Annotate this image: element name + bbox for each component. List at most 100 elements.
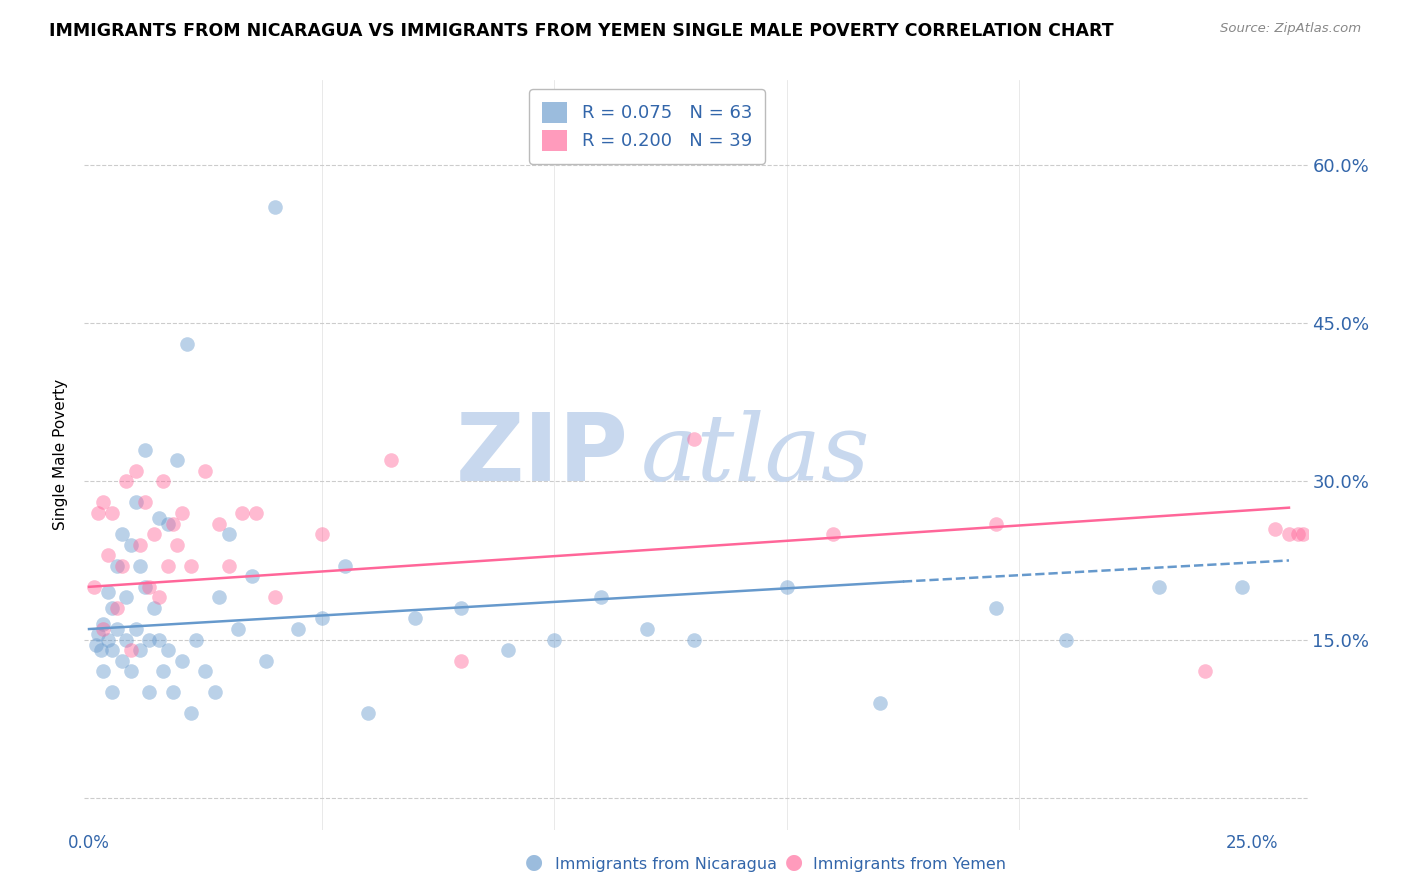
Point [129,643,152,657]
Point [450,654,472,668]
Point [1264,522,1286,536]
Text: ZIP: ZIP [456,409,628,501]
Point [311,611,333,625]
Point [134,580,156,594]
Point [115,475,138,489]
Point [110,527,132,541]
Point [110,654,132,668]
Point [97,632,120,647]
Point [101,601,124,615]
Point [129,558,152,573]
Point [120,643,142,657]
Point [110,558,132,573]
Point [450,601,472,615]
Point [208,516,231,531]
Point [240,569,263,583]
Point [180,706,202,721]
Point [226,622,249,636]
Point [636,622,658,636]
Point [157,516,180,531]
Point [869,696,891,710]
Point [138,632,160,647]
Point [90,643,112,657]
Point [682,432,704,446]
Point [176,337,198,351]
Point [152,665,174,679]
Point [204,685,226,699]
Text: IMMIGRANTS FROM NICARAGUA VS IMMIGRANTS FROM YEMEN SINGLE MALE POVERTY CORRELATI: IMMIGRANTS FROM NICARAGUA VS IMMIGRANTS … [49,22,1114,40]
Point [101,506,124,520]
Point [166,453,188,467]
Legend: R = 0.075   N = 63, R = 0.200   N = 39: R = 0.075 N = 63, R = 0.200 N = 39 [529,89,765,163]
Point [97,548,120,562]
Point [105,558,128,573]
Point [543,632,565,647]
Point [138,685,160,699]
Point [101,643,124,657]
Point [138,580,160,594]
Point [194,665,217,679]
Point [218,558,240,573]
Point [166,538,188,552]
Point [134,495,156,509]
Text: ●: ● [786,853,803,872]
Point [152,475,174,489]
Point [984,516,1007,531]
Text: Immigrants from Nicaragua: Immigrants from Nicaragua [555,857,778,872]
Text: Immigrants from Yemen: Immigrants from Yemen [813,857,1005,872]
Point [1278,527,1301,541]
Point [143,527,166,541]
Point [105,601,128,615]
Point [1286,527,1309,541]
Point [162,516,184,531]
Point [254,654,277,668]
Text: ●: ● [526,853,543,872]
Text: atlas: atlas [641,410,870,500]
Point [105,622,128,636]
Point [83,580,105,594]
Point [208,591,231,605]
Point [776,580,799,594]
Point [682,632,704,647]
Point [218,527,240,541]
Point [120,665,142,679]
Point [87,627,110,641]
Point [84,638,107,652]
Point [87,506,110,520]
Point [1232,580,1254,594]
Point [287,622,309,636]
Point [1194,665,1216,679]
Point [124,622,146,636]
Point [264,200,287,214]
Point [823,527,845,541]
Point [148,591,170,605]
Point [134,442,156,457]
Point [1147,580,1170,594]
Point [143,601,166,615]
Point [496,643,519,657]
Point [1054,632,1077,647]
Point [333,558,356,573]
Point [231,506,253,520]
Point [404,611,426,625]
Y-axis label: Single Male Poverty: Single Male Poverty [53,379,69,531]
Point [245,506,267,520]
Point [162,685,184,699]
Point [1292,527,1315,541]
Text: Source: ZipAtlas.com: Source: ZipAtlas.com [1220,22,1361,36]
Point [194,464,217,478]
Point [115,591,138,605]
Point [170,654,193,668]
Point [157,558,180,573]
Point [91,616,114,631]
Point [91,495,114,509]
Point [148,632,170,647]
Point [124,464,146,478]
Point [380,453,402,467]
Point [589,591,612,605]
Point [120,538,142,552]
Point [984,601,1007,615]
Point [91,665,114,679]
Point [170,506,193,520]
Point [101,685,124,699]
